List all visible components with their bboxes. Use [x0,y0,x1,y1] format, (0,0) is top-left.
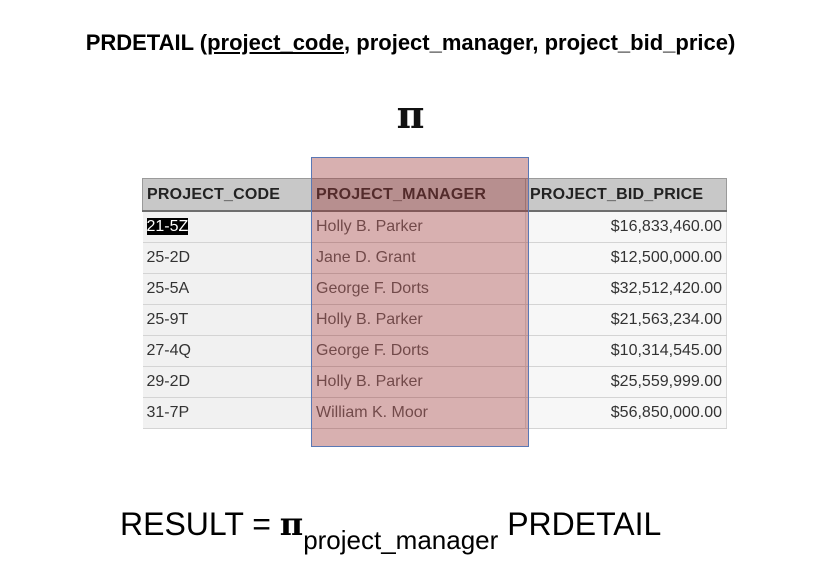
header-project-bid-price[interactable]: PROJECT_BID_PRICE [525,178,727,212]
table-row: 25-2D Jane D. Grant $12,500,000.00 [142,242,727,274]
result-pi-symbol: π [279,505,304,543]
cell-project-code[interactable]: 25-9T [142,304,312,336]
header-project-manager[interactable]: PROJECT_MANAGER [311,178,526,212]
schema-relation-name: PRDETAIL ( [85,30,208,55]
cell-project-manager[interactable]: George F. Dorts [311,273,526,305]
selected-cell-text: 21-5Z [146,218,189,235]
schema-primary-key: project_code [207,30,345,55]
cell-project-code[interactable]: 27-4Q [142,335,312,367]
result-rhs: PRDETAIL [498,506,662,542]
result-lhs: RESULT = [120,506,280,542]
table-header-row: PROJECT_CODE PROJECT_MANAGER PROJECT_BID… [142,178,727,212]
cell-project-bid-price[interactable]: $32,512,420.00 [525,273,727,305]
cell-project-code[interactable]: 31-7P [142,397,312,429]
cell-project-bid-price[interactable]: $21,563,234.00 [525,304,727,336]
cell-project-manager[interactable]: Holly B. Parker [311,366,526,398]
cell-project-bid-price[interactable]: $10,314,545.00 [525,335,727,367]
relation-schema: PRDETAIL (project_code, project_manager,… [0,30,821,56]
table-row: 21-5Z Holly B. Parker $16,833,460.00 [142,211,727,243]
cell-project-manager[interactable]: George F. Dorts [311,335,526,367]
cell-project-code[interactable]: 25-2D [142,242,312,274]
cell-project-code[interactable]: 21-5Z [142,211,312,243]
prdetail-table: PROJECT_CODE PROJECT_MANAGER PROJECT_BID… [142,178,727,429]
cell-project-code[interactable]: 29-2D [142,366,312,398]
cell-project-bid-price[interactable]: $16,833,460.00 [525,211,727,243]
projected-column-highlight [311,157,529,447]
result-expression: RESULT = πproject_manager PRDETAIL [120,505,662,555]
cell-project-code[interactable]: 25-5A [142,273,312,305]
projection-operator-symbol: π [396,92,425,137]
result-subscript: project_manager [303,525,499,555]
cell-project-manager[interactable]: William K. Moor [311,397,526,429]
table-row: 27-4Q George F. Dorts $10,314,545.00 [142,335,727,367]
cell-project-bid-price[interactable]: $25,559,999.00 [525,366,727,398]
cell-project-manager[interactable]: Holly B. Parker [311,211,526,243]
table-row: 31-7P William K. Moor $56,850,000.00 [142,397,727,429]
cell-project-manager[interactable]: Holly B. Parker [311,304,526,336]
cell-project-bid-price[interactable]: $56,850,000.00 [525,397,727,429]
header-project-code[interactable]: PROJECT_CODE [142,178,312,212]
table-row: 29-2D Holly B. Parker $25,559,999.00 [142,366,727,398]
schema-attributes: , project_manager, project_bid_price) [344,30,736,55]
cell-project-bid-price[interactable]: $12,500,000.00 [525,242,727,274]
cell-project-manager[interactable]: Jane D. Grant [311,242,526,274]
table-row: 25-5A George F. Dorts $32,512,420.00 [142,273,727,305]
table-row: 25-9T Holly B. Parker $21,563,234.00 [142,304,727,336]
